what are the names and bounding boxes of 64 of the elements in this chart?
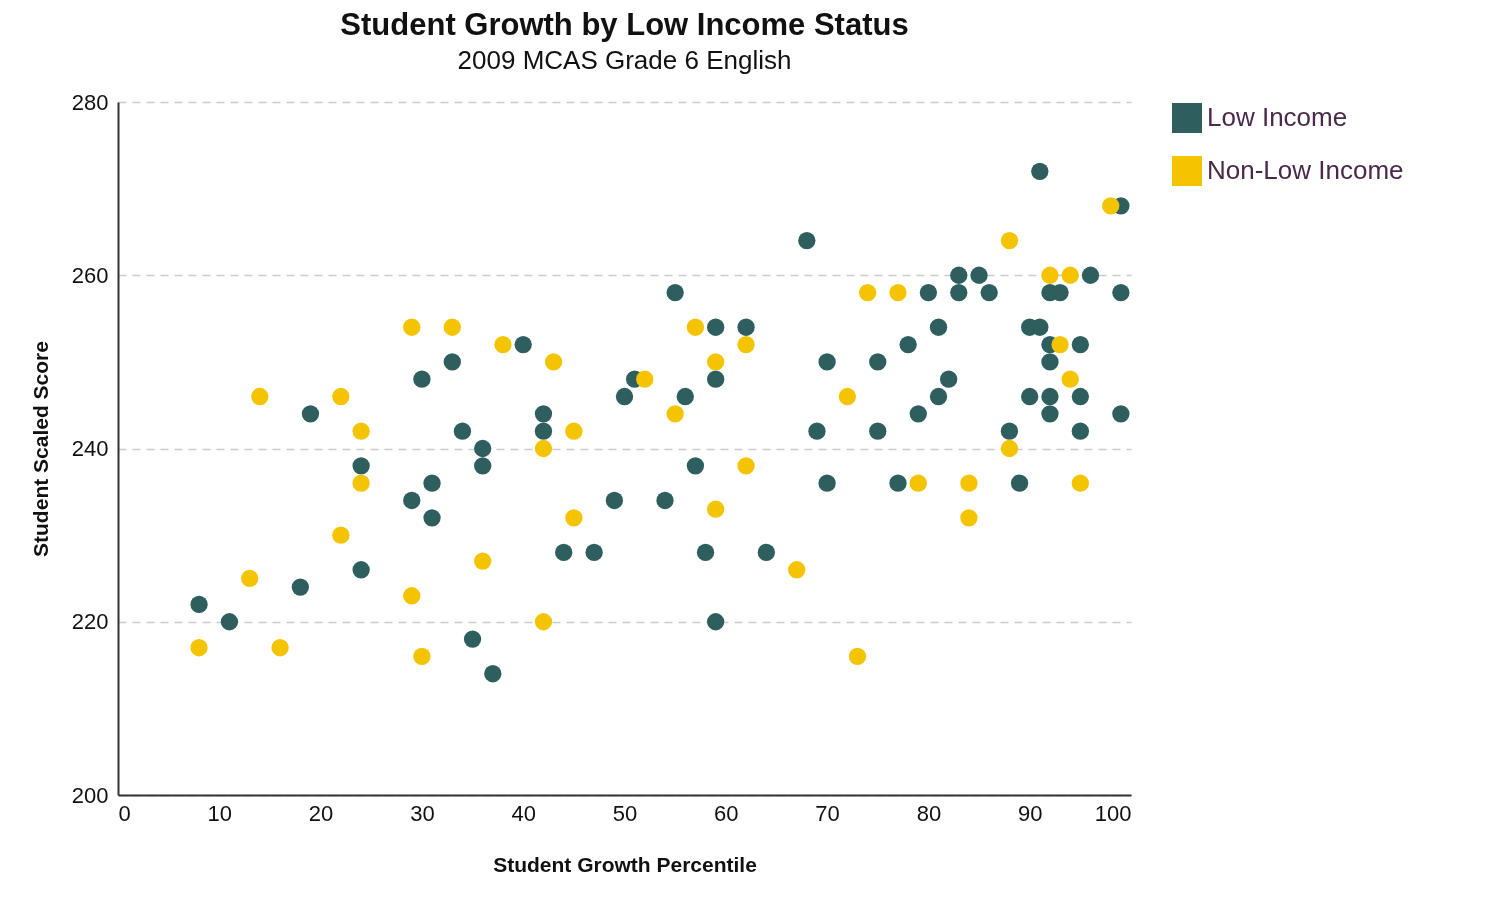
point [686, 318, 705, 336]
point [707, 353, 725, 371]
x-tick-label: 60 [714, 800, 739, 826]
point [838, 387, 857, 406]
point [960, 474, 978, 492]
x-tick-label: 40 [511, 800, 536, 826]
point [251, 387, 269, 406]
point [737, 335, 755, 354]
point [271, 639, 289, 657]
point [788, 561, 806, 579]
point [636, 370, 654, 388]
x-tick-label: 30 [410, 800, 435, 826]
y-tick-label: 260 [71, 262, 109, 288]
chart-subtitle: 2009 MCAS Grade 6 English [457, 45, 792, 75]
point [858, 283, 877, 302]
x-tick-label: 90 [1017, 800, 1043, 826]
point [403, 318, 421, 336]
point [1041, 266, 1059, 284]
point [474, 552, 492, 570]
point [352, 422, 370, 440]
point [960, 509, 978, 527]
point [413, 647, 431, 666]
point [889, 283, 907, 302]
point [1000, 439, 1019, 458]
point [403, 587, 421, 605]
point [534, 613, 553, 631]
point [1102, 197, 1120, 215]
point [1061, 266, 1079, 284]
legend-label: Non-Low Income [1207, 155, 1404, 185]
x-tick-label: 0 [118, 800, 131, 826]
point [494, 335, 512, 354]
chart-title: Student Growth by Low Income Status [340, 7, 909, 42]
point [565, 509, 583, 527]
point [707, 500, 725, 518]
point [1051, 335, 1069, 354]
point [1061, 370, 1079, 388]
point [332, 387, 350, 406]
point [332, 526, 350, 544]
point [1000, 231, 1019, 250]
y-tick-label: 280 [71, 89, 109, 115]
y-tick-label: 240 [71, 436, 109, 461]
point [443, 318, 461, 336]
x-tick-label: 100 [1094, 800, 1132, 826]
point [352, 474, 370, 492]
point [241, 569, 259, 588]
point [190, 639, 208, 657]
point [909, 474, 927, 492]
point [565, 422, 583, 440]
point [534, 439, 553, 458]
y-axis-title: Student Scaled Score [28, 341, 52, 557]
x-tick-label: 70 [815, 800, 840, 826]
x-tick-label: 50 [612, 800, 638, 826]
x-axis-title: Student Growth Percentile [493, 852, 757, 876]
legend-label: Low Income [1207, 102, 1348, 132]
point [544, 353, 563, 371]
point [1071, 474, 1090, 492]
point [737, 457, 755, 475]
y-tick-label: 200 [71, 782, 109, 808]
x-tick-label: 80 [916, 800, 942, 826]
x-tick-label: 10 [207, 800, 233, 826]
point [666, 405, 684, 423]
x-tick-label: 20 [308, 800, 334, 826]
y-tick-label: 220 [71, 609, 109, 635]
point [848, 647, 867, 666]
